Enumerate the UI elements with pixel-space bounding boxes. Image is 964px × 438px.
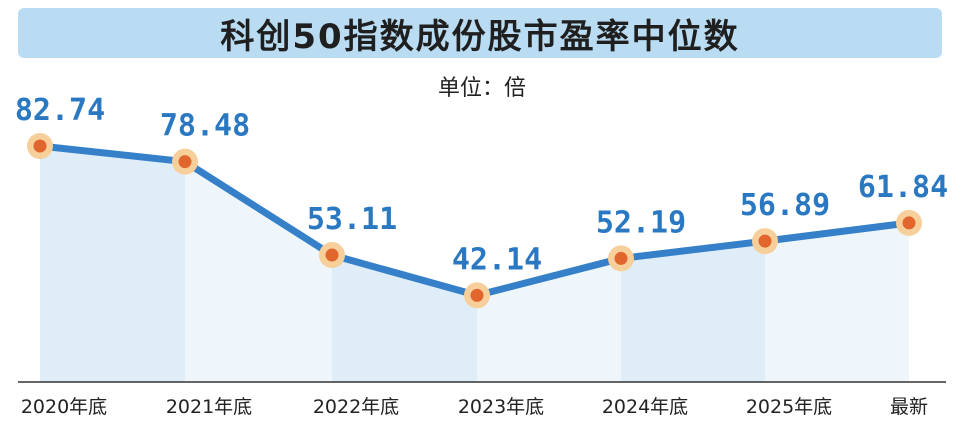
x-tick-label: 2022年底 — [313, 396, 399, 418]
area-segment — [40, 146, 185, 382]
data-point-marker — [608, 245, 634, 272]
x-tick-label: 2023年底 — [458, 396, 544, 418]
area-segment — [185, 161, 332, 382]
area-segment — [621, 241, 765, 382]
area-segment — [765, 222, 909, 382]
x-tick-label: 2020年底 — [21, 396, 107, 418]
data-label: 53.11 — [307, 202, 397, 237]
data-label: 61.84 — [858, 170, 948, 205]
data-label: 52.19 — [596, 205, 686, 240]
data-label: 56.89 — [740, 188, 830, 223]
data-point-marker — [752, 228, 778, 255]
data-label: 42.14 — [452, 242, 542, 277]
data-point-marker — [172, 148, 198, 175]
data-point-marker — [319, 242, 345, 269]
markers — [27, 133, 922, 309]
data-label: 78.48 — [160, 109, 250, 144]
x-tick-label: 最新 — [890, 396, 928, 418]
title-banner: 科创50指数成份股市盈率中位数 — [18, 8, 942, 58]
data-point-marker — [464, 282, 490, 309]
x-tick-label: 2021年底 — [166, 396, 252, 418]
x-tick-label: 2025年底 — [746, 396, 832, 418]
x-tick-labels: 2020年底 2021年底 2022年底 2023年底 2024年底 2025年底 最新 — [21, 396, 928, 418]
x-tick-label: 2024年底 — [602, 396, 688, 418]
unit-label: 单位：倍 — [437, 76, 526, 101]
data-label: 82.74 — [15, 93, 105, 128]
data-point-marker — [27, 133, 53, 159]
data-point-marker — [896, 209, 922, 236]
chart-title: 科创50指数成份股市盈率中位数 — [220, 16, 740, 57]
value-labels: 82.74 78.48 53.11 42.14 52.19 56.89 61.84 — [15, 93, 948, 277]
